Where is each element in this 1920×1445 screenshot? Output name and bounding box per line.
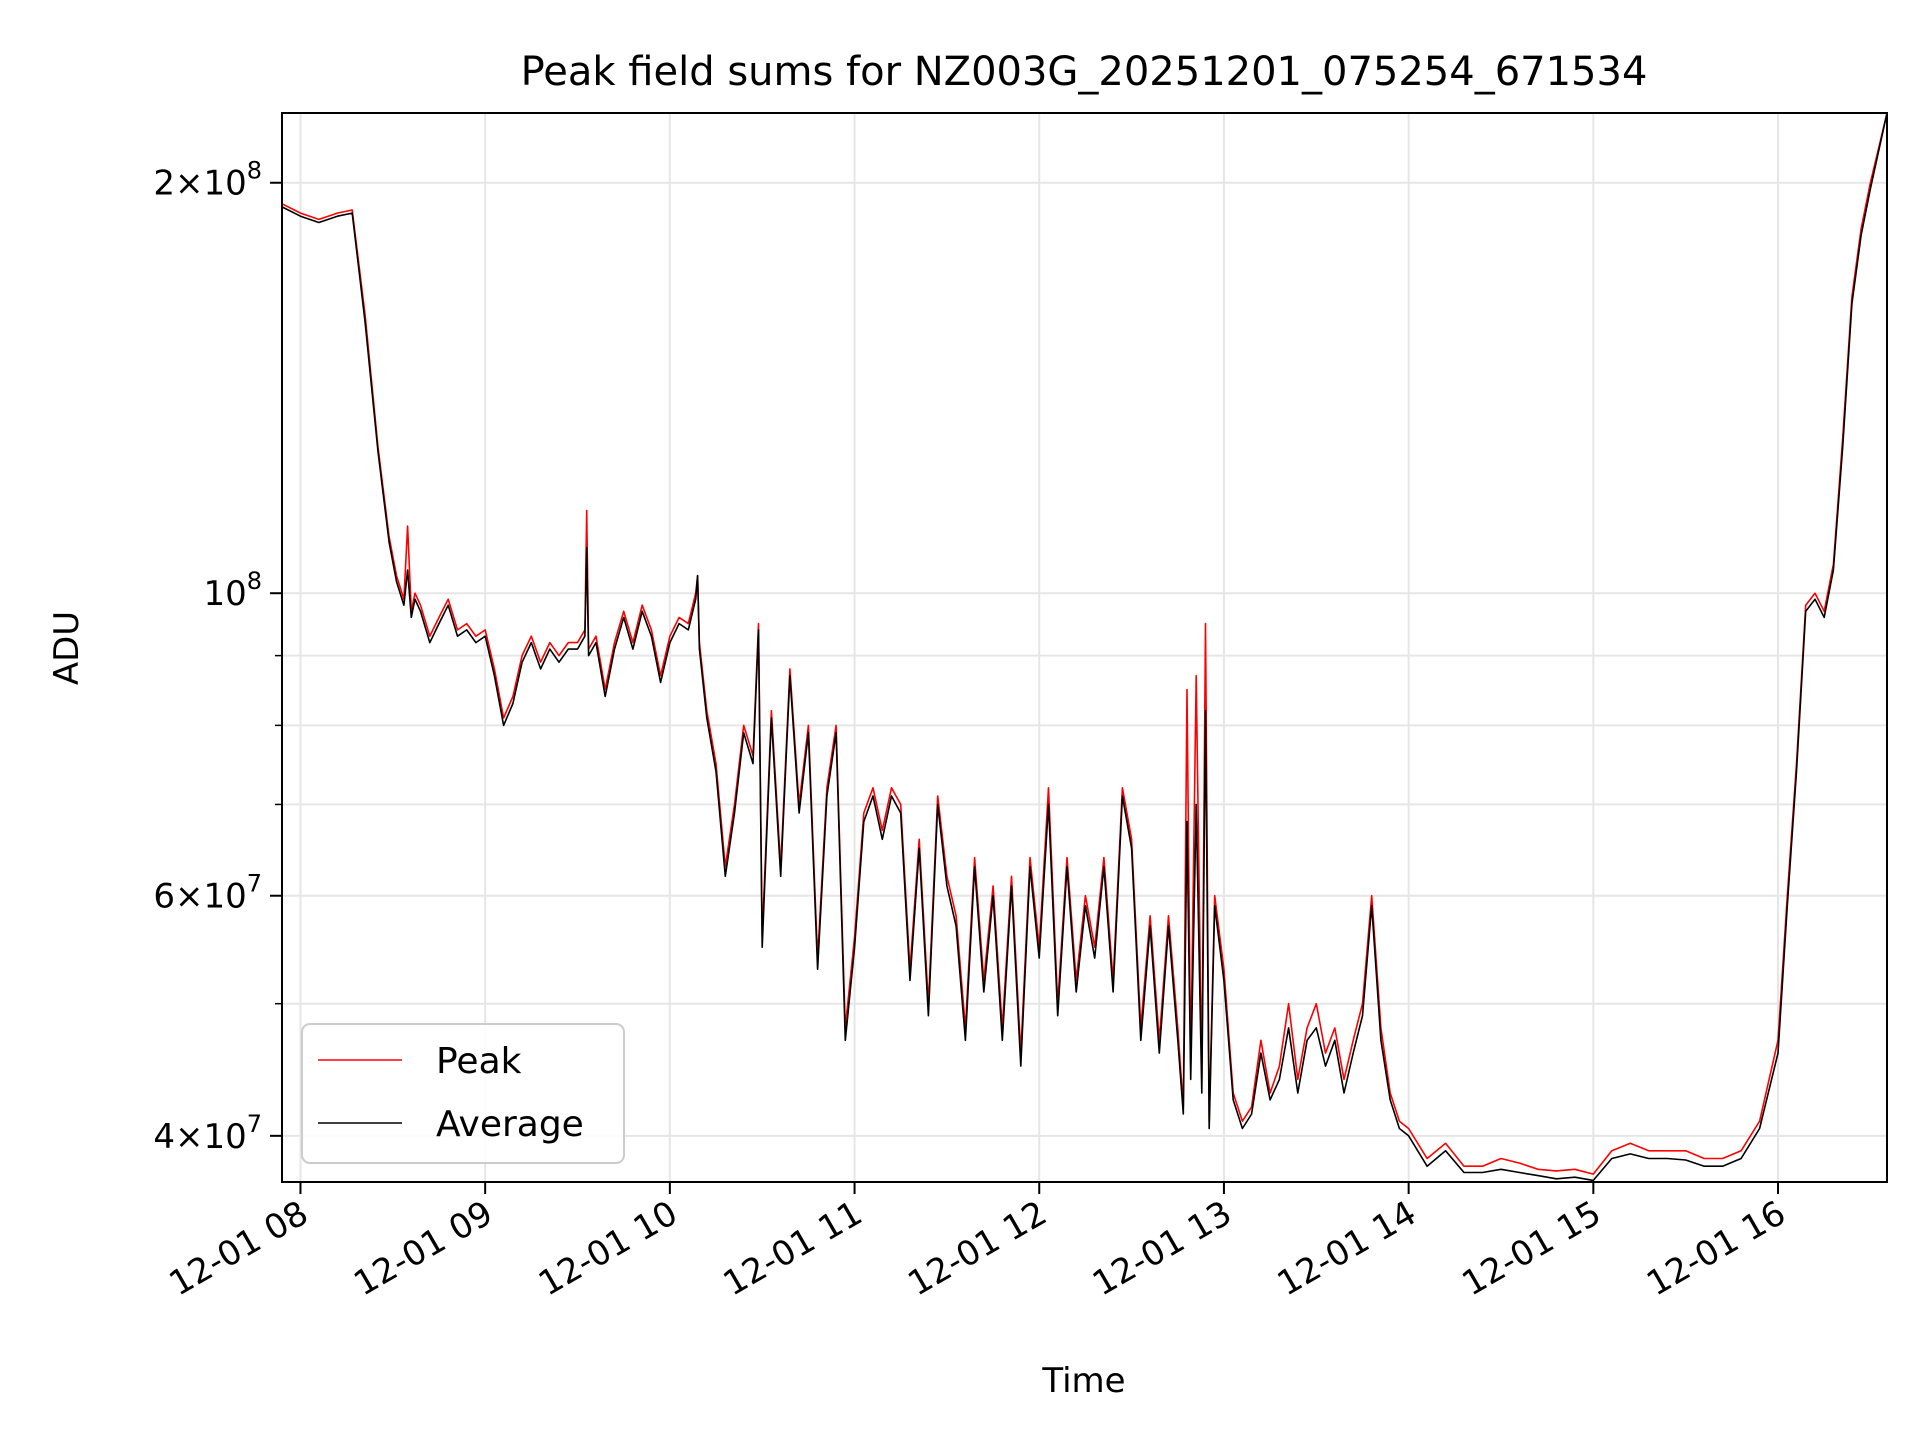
grid-layer (282, 113, 1887, 1182)
y-tick-label: 6×107 (153, 870, 262, 917)
x-axis-label: Time (1041, 1361, 1125, 1401)
y-tick-label: 108 (203, 567, 262, 614)
y-tick-label: 2×108 (153, 157, 262, 204)
legend-label-peak: Peak (436, 1041, 522, 1082)
series-layer (281, 112, 1888, 1182)
series-line-average (281, 112, 1888, 1182)
y-tick-exponent: 7 (247, 870, 262, 898)
y-tick-label: 4×107 (153, 1110, 262, 1157)
y-tick-exponent: 7 (247, 1110, 262, 1138)
legend-label-average: Average (436, 1104, 584, 1145)
legend: Peak Average (301, 1023, 625, 1164)
y-tick-exponent: 8 (247, 157, 262, 185)
y-axis-label: ADU (47, 611, 87, 685)
chart-title: Peak field sums for NZ003G_20251201_0752… (521, 49, 1648, 95)
y-tick-exponent: 8 (247, 567, 262, 595)
series-line-peak (281, 112, 1888, 1175)
legend-box (301, 1023, 625, 1164)
plot-frame (281, 112, 1888, 1183)
